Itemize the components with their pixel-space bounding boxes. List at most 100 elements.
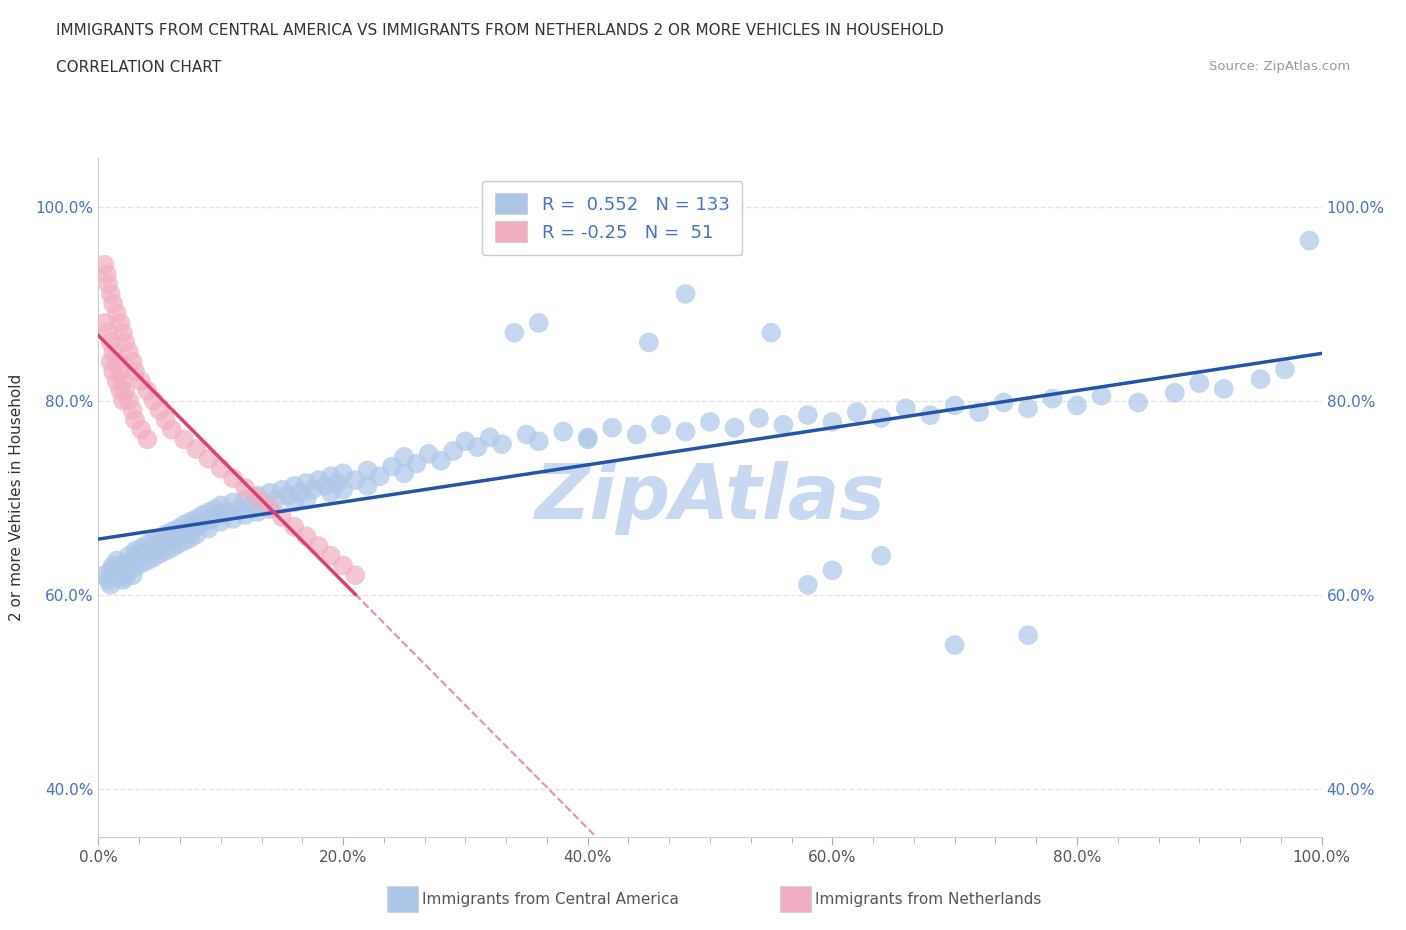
Point [173, 517, 195, 532]
Point [527, 315, 550, 330]
Point [209, 514, 232, 529]
Point [943, 398, 966, 413]
Point [111, 374, 134, 389]
Point [111, 560, 134, 575]
Point [191, 508, 214, 523]
Point [1066, 398, 1088, 413]
Point [1249, 372, 1271, 387]
Point [186, 527, 208, 542]
Point [209, 498, 232, 512]
Point [870, 410, 893, 425]
Point [270, 483, 294, 498]
Point [467, 440, 489, 455]
Point [314, 478, 336, 493]
Point [392, 466, 416, 481]
Text: CORRELATION CHART: CORRELATION CHART [56, 60, 221, 75]
Point [295, 475, 318, 490]
Point [183, 521, 205, 536]
Point [699, 415, 721, 430]
Point [101, 296, 124, 311]
Point [146, 540, 169, 555]
Point [920, 407, 942, 422]
Point [197, 521, 219, 536]
Point [118, 563, 141, 578]
Point [228, 502, 250, 517]
Point [114, 556, 136, 571]
Point [167, 537, 190, 551]
Point [124, 543, 146, 558]
Point [179, 514, 201, 529]
Point [160, 540, 183, 555]
Point [553, 424, 575, 439]
Point [124, 560, 146, 575]
Point [1090, 389, 1112, 404]
Point [124, 413, 146, 428]
Point [204, 502, 226, 517]
Point [155, 527, 177, 542]
Point [894, 401, 917, 416]
Point [797, 407, 820, 422]
Point [870, 549, 893, 564]
Point [111, 326, 134, 340]
Point [142, 534, 165, 549]
Point [454, 434, 477, 449]
Point [967, 405, 990, 419]
Point [170, 527, 193, 542]
Point [246, 488, 269, 503]
Point [110, 315, 132, 330]
Point [105, 553, 128, 568]
Point [129, 556, 152, 571]
Point [576, 432, 599, 446]
Point [105, 570, 128, 585]
Point [527, 434, 550, 449]
Point [100, 563, 122, 578]
Point [173, 432, 195, 446]
Point [1128, 395, 1150, 410]
Point [136, 432, 159, 446]
Point [186, 512, 208, 526]
Text: Immigrants from Netherlands: Immigrants from Netherlands [815, 892, 1042, 907]
Point [127, 551, 149, 565]
Point [111, 393, 134, 408]
Point [1164, 385, 1187, 400]
Point [748, 410, 770, 425]
Point [197, 505, 219, 520]
Point [675, 286, 697, 301]
Point [233, 492, 256, 507]
Point [600, 420, 623, 435]
Point [344, 567, 367, 582]
Point [233, 481, 256, 496]
Point [114, 570, 136, 585]
Point [993, 395, 1015, 410]
Point [344, 472, 367, 487]
Point [675, 424, 697, 439]
Point [1212, 381, 1234, 396]
Point [114, 335, 136, 350]
Point [319, 485, 342, 500]
Point [356, 478, 378, 493]
Point [772, 418, 794, 432]
Point [845, 405, 868, 419]
Point [259, 502, 281, 517]
Point [139, 543, 162, 558]
Point [215, 505, 238, 520]
Point [118, 393, 141, 408]
Point [723, 420, 745, 435]
Point [576, 430, 599, 445]
Point [101, 345, 124, 360]
Point [277, 488, 299, 503]
Point [418, 446, 440, 461]
Point [197, 451, 219, 466]
Point [264, 492, 287, 507]
Text: IMMIGRANTS FROM CENTRAL AMERICA VS IMMIGRANTS FROM NETHERLANDS 2 OR MORE VEHICLE: IMMIGRANTS FROM CENTRAL AMERICA VS IMMIG… [56, 23, 943, 38]
Point [246, 490, 269, 505]
Point [97, 277, 120, 292]
Point [100, 354, 122, 369]
Point [155, 413, 177, 428]
Point [149, 546, 172, 561]
Point [110, 383, 132, 398]
Point [222, 495, 245, 510]
Point [441, 444, 464, 458]
Point [478, 430, 501, 445]
Point [233, 508, 256, 523]
